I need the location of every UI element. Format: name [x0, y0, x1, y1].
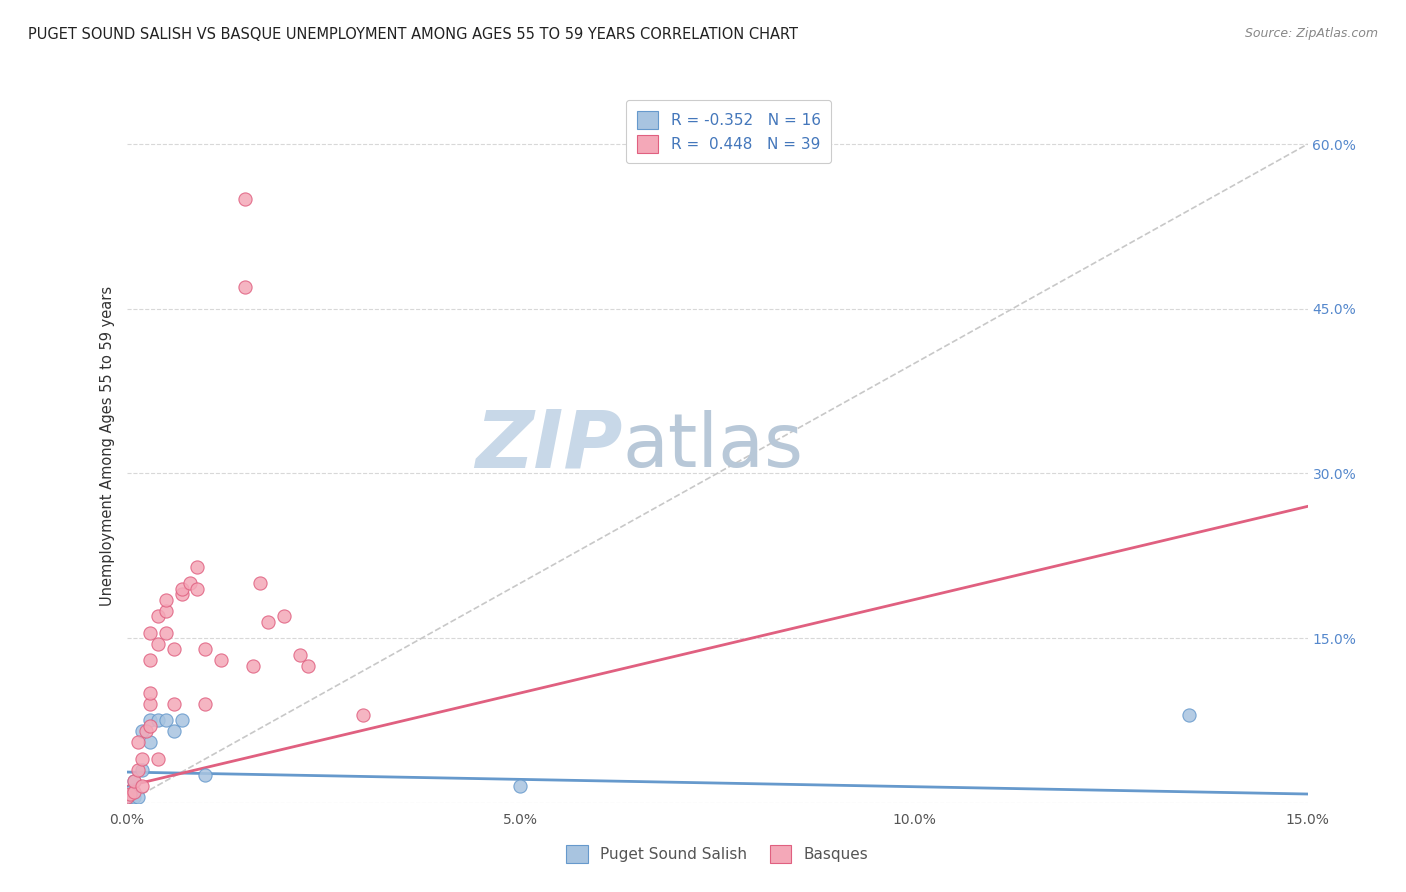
- Point: [139, 625, 162, 640]
- Point: [115, 790, 138, 805]
- Point: [273, 609, 295, 624]
- Point: [186, 559, 208, 574]
- Point: [120, 787, 142, 801]
- Point: [155, 604, 177, 618]
- Point: [139, 653, 162, 667]
- Point: [146, 637, 169, 651]
- Point: [209, 653, 232, 667]
- Point: [509, 780, 531, 794]
- Point: [127, 735, 149, 749]
- Point: [170, 582, 193, 596]
- Point: [257, 615, 280, 629]
- Point: [155, 625, 177, 640]
- Text: PUGET SOUND SALISH VS BASQUE UNEMPLOYMENT AMONG AGES 55 TO 59 YEARS CORRELATION : PUGET SOUND SALISH VS BASQUE UNEMPLOYMEN…: [28, 27, 799, 42]
- Point: [163, 697, 186, 711]
- Point: [139, 686, 162, 700]
- Point: [233, 280, 256, 294]
- Point: [249, 576, 271, 591]
- Y-axis label: Unemployment Among Ages 55 to 59 years: Unemployment Among Ages 55 to 59 years: [100, 286, 115, 606]
- Point: [115, 790, 138, 805]
- Point: [155, 714, 177, 728]
- Point: [194, 642, 217, 657]
- Point: [146, 752, 169, 766]
- Point: [242, 658, 264, 673]
- Legend: Puget Sound Salish, Basques: Puget Sound Salish, Basques: [555, 835, 879, 873]
- Point: [1178, 708, 1201, 723]
- Point: [131, 780, 153, 794]
- Point: [163, 642, 186, 657]
- Point: [170, 587, 193, 601]
- Point: [155, 592, 177, 607]
- Text: ZIP: ZIP: [475, 407, 623, 485]
- Point: [233, 192, 256, 206]
- Point: [139, 735, 162, 749]
- Point: [124, 790, 146, 805]
- Point: [297, 658, 319, 673]
- Point: [131, 752, 153, 766]
- Point: [288, 648, 311, 662]
- Point: [124, 773, 146, 788]
- Point: [146, 609, 169, 624]
- Point: [179, 576, 201, 591]
- Point: [194, 768, 217, 782]
- Point: [186, 582, 208, 596]
- Point: [170, 714, 193, 728]
- Point: [352, 708, 374, 723]
- Point: [139, 697, 162, 711]
- Point: [139, 714, 162, 728]
- Point: [127, 790, 149, 805]
- Point: [124, 785, 146, 799]
- Point: [135, 724, 157, 739]
- Point: [127, 763, 149, 777]
- Point: [124, 773, 146, 788]
- Point: [146, 714, 169, 728]
- Point: [131, 763, 153, 777]
- Text: Source: ZipAtlas.com: Source: ZipAtlas.com: [1244, 27, 1378, 40]
- Point: [120, 785, 142, 799]
- Point: [131, 724, 153, 739]
- Point: [139, 719, 162, 733]
- Text: atlas: atlas: [623, 409, 804, 483]
- Point: [194, 697, 217, 711]
- Point: [163, 724, 186, 739]
